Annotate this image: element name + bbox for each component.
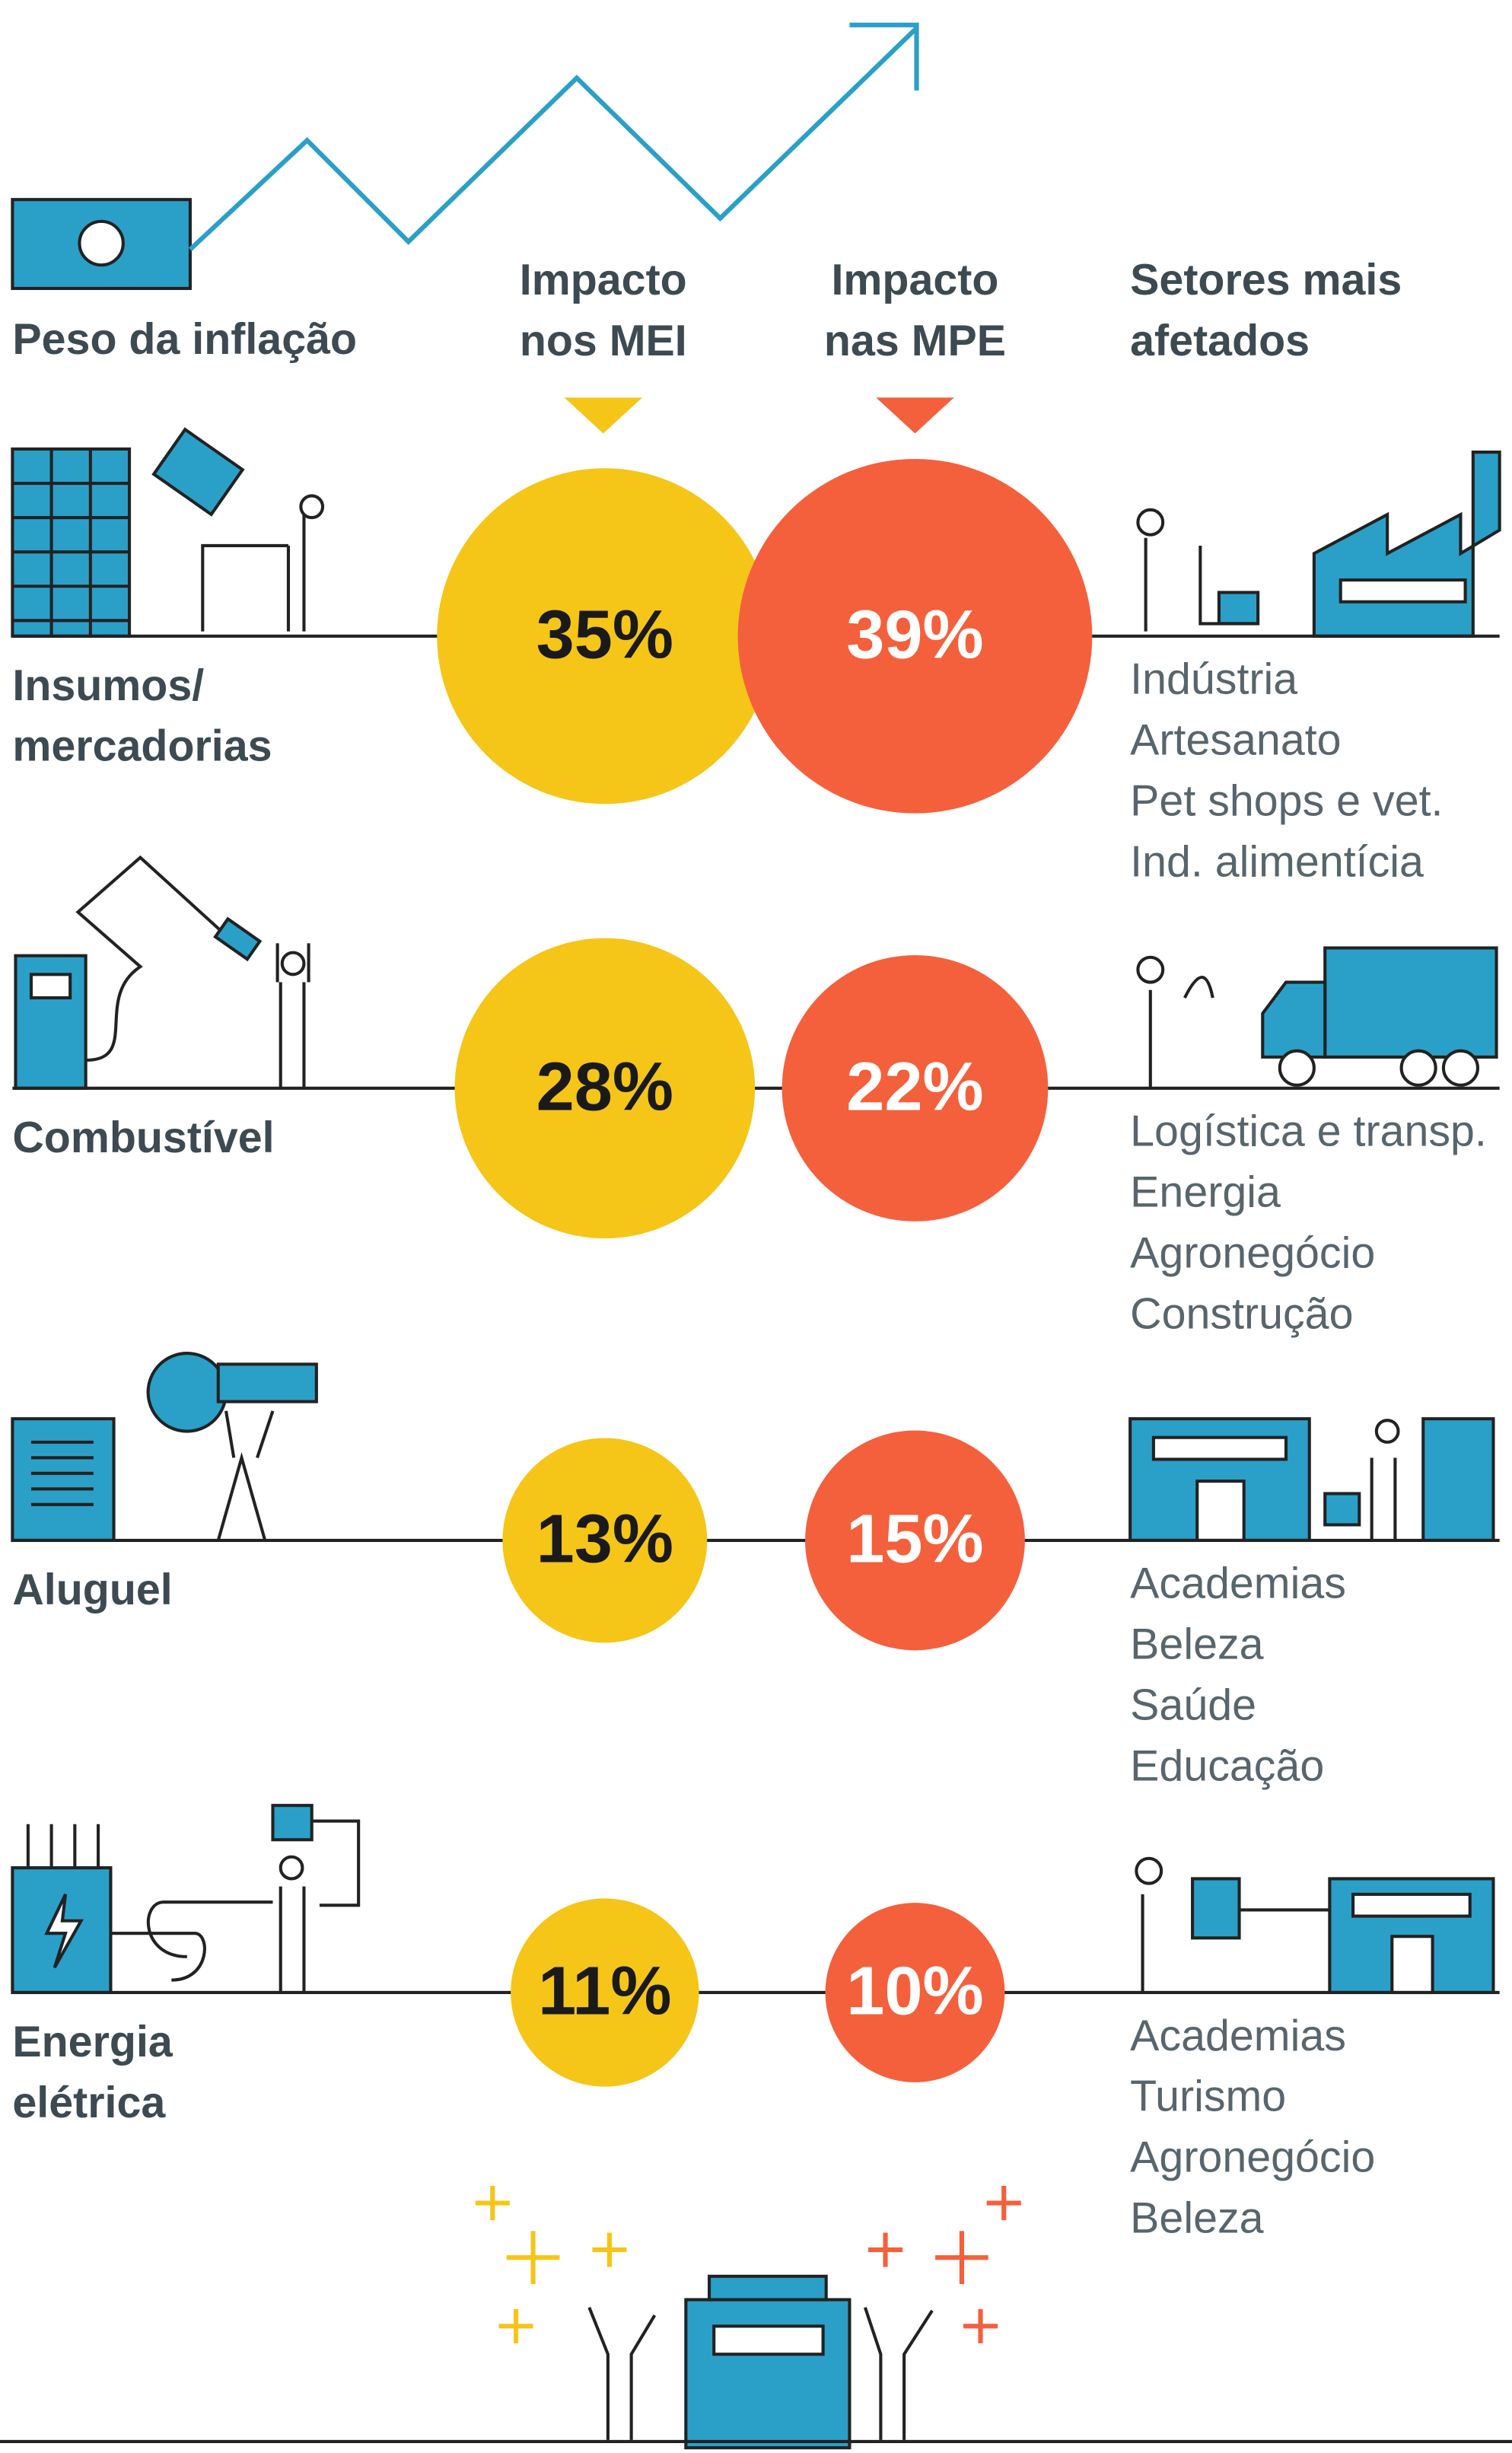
sector-label: Indústria [1130, 655, 1298, 703]
factory-icon [1312, 451, 1501, 638]
chart-title: Peso da inflação [12, 314, 358, 364]
truck-icon [1441, 1049, 1480, 1087]
person-icon [201, 514, 306, 632]
bubble [781, 954, 1049, 1222]
trend-arrow [188, 26, 918, 252]
category-label: Combustível [12, 1113, 275, 1162]
cart-icon [1217, 591, 1260, 626]
data-label: 13% [536, 1501, 674, 1579]
store-icon [708, 2274, 828, 2302]
person-icon [279, 1819, 361, 1993]
building-icon [1421, 1417, 1495, 1542]
person-icon [587, 2307, 934, 2440]
tag-icon [151, 427, 245, 517]
sector-label: Beleza [1130, 1620, 1264, 1668]
person-icon [1136, 508, 1165, 537]
data-label: 11% [538, 1953, 672, 2031]
bubble [502, 1438, 708, 1643]
hose-icon [75, 855, 228, 1062]
sector-label: Academias [1130, 2011, 1346, 2060]
factory-icon [1339, 578, 1467, 604]
data-label: 28% [536, 1049, 674, 1126]
truck-icon [1278, 1049, 1316, 1087]
person-icon [1370, 1457, 1397, 1540]
truck-icon [1261, 980, 1327, 1059]
data-label: 15% [846, 1501, 984, 1579]
bubble [437, 468, 773, 804]
bubble [825, 1903, 1005, 2082]
person-icon [299, 494, 325, 520]
sparkles [868, 2185, 1021, 2343]
category-label: Aluguel [12, 1565, 173, 1614]
person-icon [1141, 1894, 1330, 1993]
pointer [564, 397, 642, 434]
rows [12, 458, 1500, 2087]
bubble [511, 1898, 699, 2087]
data-label: 39% [846, 597, 984, 674]
person-icon [1135, 1856, 1163, 1885]
person-icon [1374, 1419, 1400, 1444]
icons [0, 22, 1512, 2450]
person-icon [279, 1855, 304, 1881]
sector-label: Logística e transp. [1130, 1107, 1487, 1155]
sector-label: Energia [1130, 1168, 1281, 1216]
truck-icon [1323, 946, 1498, 1059]
store-icon [1390, 1935, 1434, 1995]
column-header: Setores mais afetados [1130, 255, 1402, 365]
sector-label: Saúde [1130, 1680, 1257, 1729]
person-icon [1148, 976, 1214, 1088]
sector-label: Educação [1130, 1741, 1325, 1790]
store-icon [712, 2324, 825, 2356]
category-label: Energia elétrica [12, 2017, 173, 2127]
category-label: Insumos/ mercadorias [12, 661, 272, 770]
trend-arrow [849, 22, 919, 91]
bolt-icon [44, 1894, 84, 1969]
person-icon [216, 1410, 275, 1541]
legend-entry: Impacto nos MEI [519, 255, 687, 365]
store-icon [1195, 1480, 1246, 1542]
nozzle-icon [213, 916, 263, 962]
bricks-icon [11, 447, 132, 638]
sector-label: Ind. alimentícia [1130, 837, 1424, 886]
cable-icon [110, 1900, 273, 1982]
sector-label: Agronegócio [1130, 1228, 1376, 1277]
sparkles [475, 2185, 627, 2343]
data-label: 22% [846, 1049, 984, 1126]
bubble [454, 938, 756, 1239]
person-icon [280, 951, 306, 976]
data-label: 10% [846, 1953, 984, 2031]
key-icon [216, 1362, 318, 1403]
document-icon [11, 1417, 116, 1542]
sector-label: Construção [1130, 1289, 1354, 1338]
bubble [805, 1430, 1025, 1651]
person-icon [1136, 955, 1165, 984]
pump-icon [29, 973, 72, 1000]
sector-label: Turismo [1130, 2072, 1287, 2120]
sector-label: Agronegócio [1130, 2133, 1376, 2181]
legend-entry: Impacto nas MPE [823, 255, 1006, 365]
sector-label: Academias [1130, 1559, 1346, 1608]
store-icon [1351, 1892, 1472, 1918]
bubble [737, 458, 1093, 814]
data-label: 35% [536, 597, 674, 674]
person-icon [1144, 537, 1256, 632]
pointer [876, 397, 954, 434]
sector-label: Pet shops e vet. [1130, 776, 1444, 825]
plug-icon [271, 1804, 314, 1842]
store-icon [1151, 1435, 1288, 1461]
sector-label: Artesanato [1130, 715, 1342, 764]
money-icon [78, 219, 125, 267]
bag-icon [1323, 1492, 1361, 1527]
person-icon [275, 943, 310, 1088]
transformer-icon [26, 1824, 100, 1868]
truck-icon [1399, 1049, 1437, 1087]
document-icon [30, 1440, 94, 1506]
sector-label: Beleza [1130, 2193, 1264, 2242]
panel-icon [1191, 1877, 1241, 1940]
store-icon [684, 2298, 851, 2450]
key-icon [146, 1352, 228, 1433]
